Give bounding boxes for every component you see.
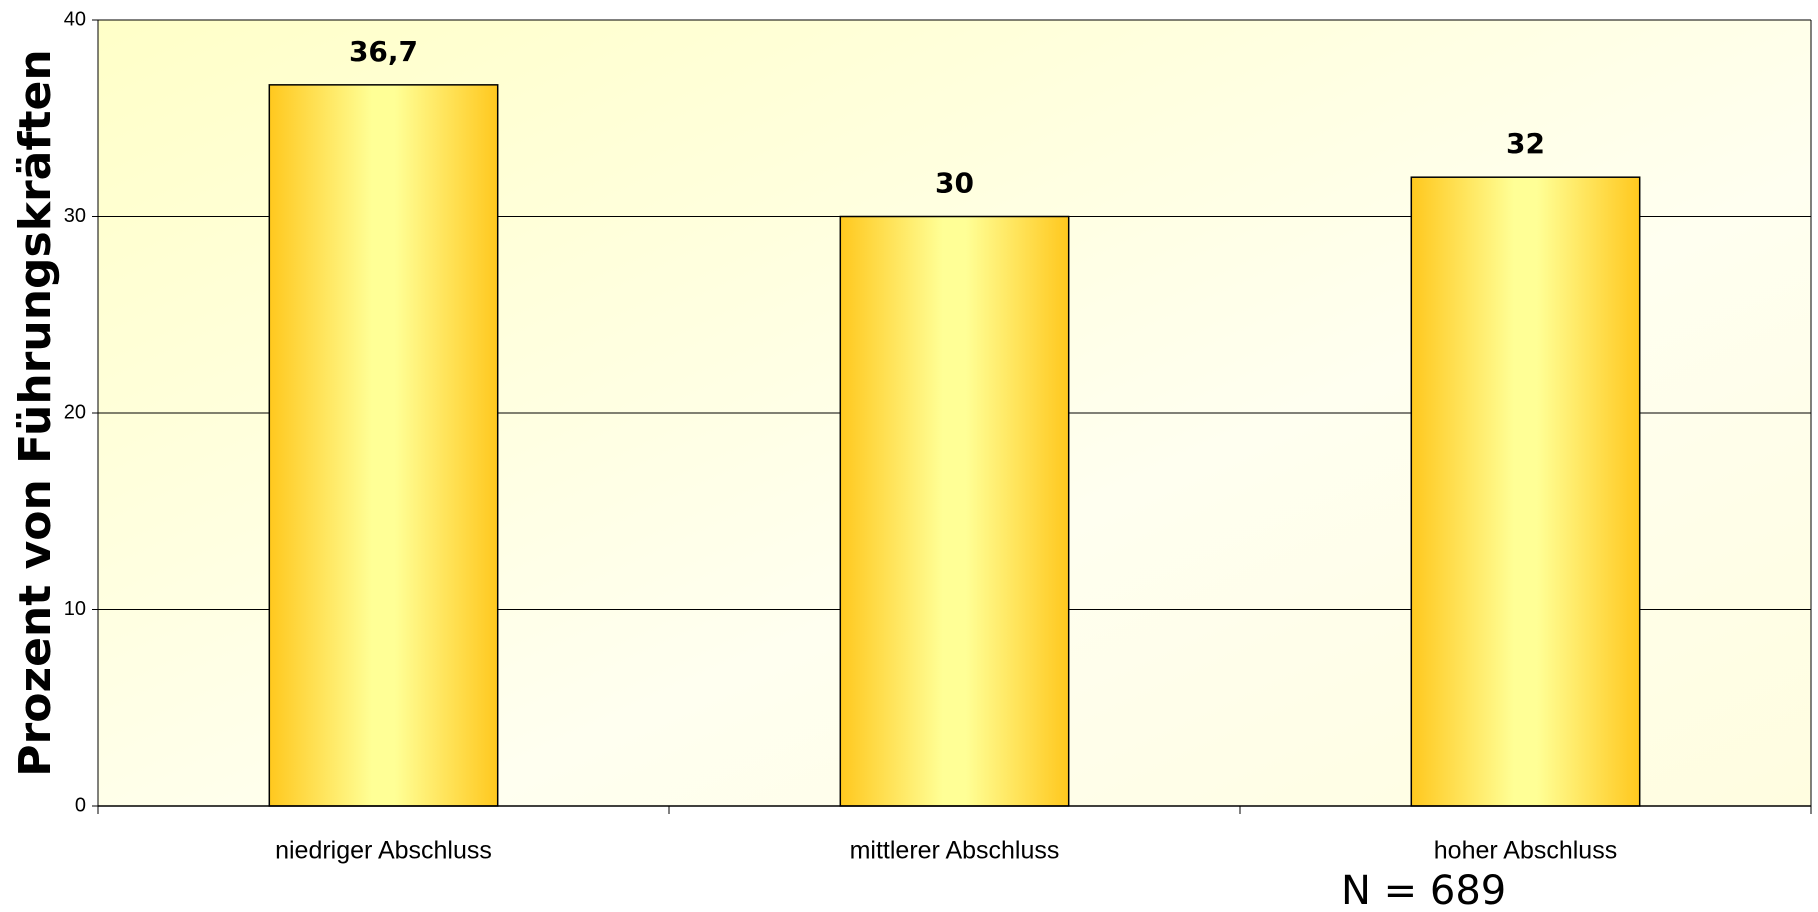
y-tick-label: 30 (64, 205, 86, 227)
bar (839, 215, 1070, 807)
x-tick-label: hoher Abschluss (1434, 837, 1617, 865)
bar (1410, 176, 1641, 807)
bar (268, 84, 499, 807)
x-tick-label: niedriger Abschluss (275, 837, 492, 865)
annotation: N = 689 (1341, 868, 1506, 912)
y-tick-label: 40 (64, 8, 86, 30)
value-label: 32 (1506, 127, 1545, 160)
value-label: 36,7 (349, 35, 418, 68)
y-axis-title: Prozent von Führungskräften (10, 49, 61, 776)
y-tick-label: 20 (64, 401, 86, 423)
x-tick-label: mittlerer Abschluss (850, 837, 1060, 865)
value-label: 30 (935, 167, 974, 200)
y-tick-label: 0 (75, 794, 86, 816)
y-tick-label: 10 (64, 598, 86, 620)
